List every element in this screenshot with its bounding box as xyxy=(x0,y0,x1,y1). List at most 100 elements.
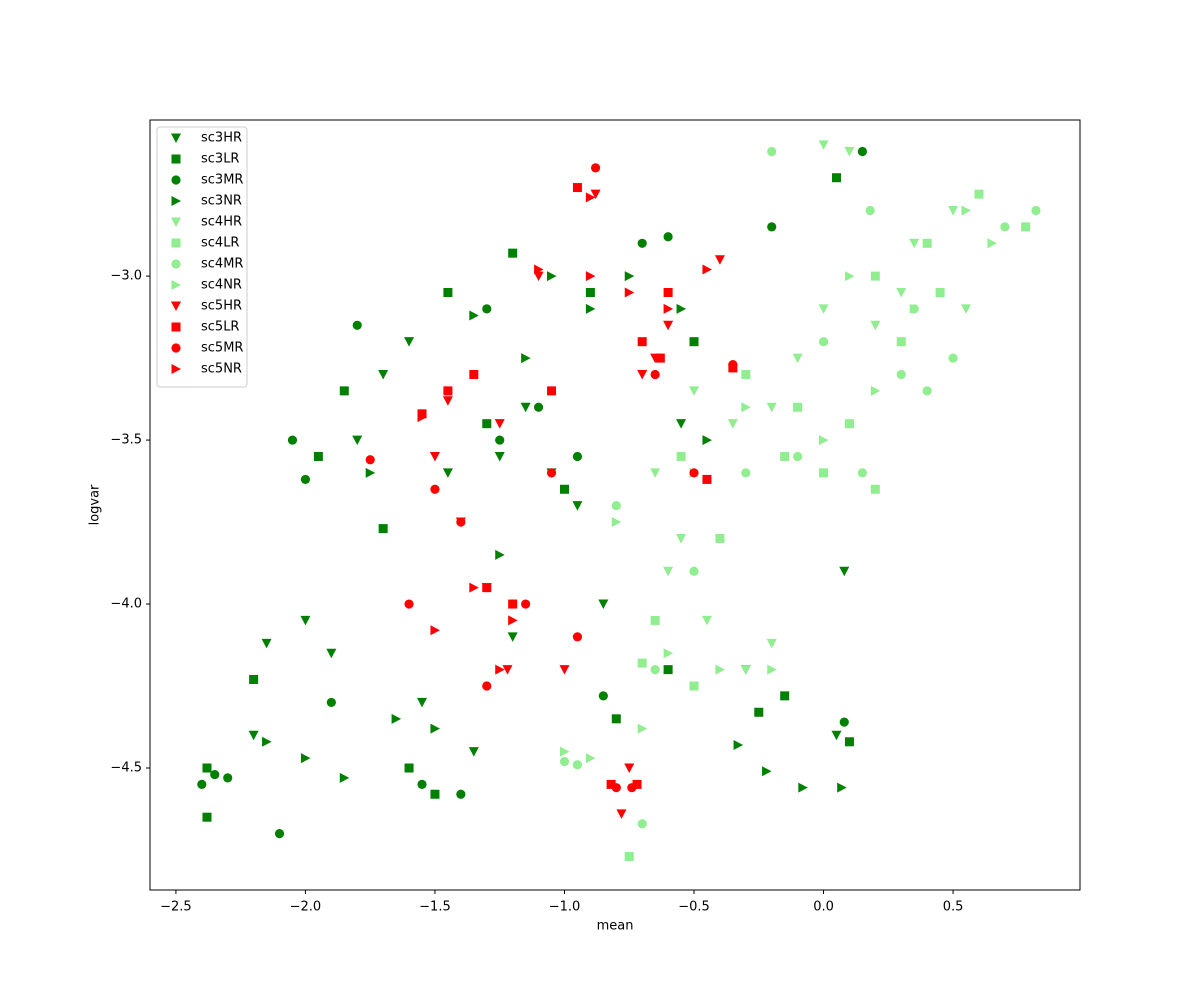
point xyxy=(650,369,660,380)
point xyxy=(404,763,414,773)
legend-label: sc4MR xyxy=(201,257,243,272)
point xyxy=(948,353,958,363)
point xyxy=(210,769,220,780)
point xyxy=(637,337,647,347)
point xyxy=(780,451,790,461)
point xyxy=(223,773,233,783)
point xyxy=(818,304,829,314)
point xyxy=(469,582,479,593)
point xyxy=(598,599,609,610)
point xyxy=(274,828,285,839)
point xyxy=(663,566,674,577)
point xyxy=(896,337,906,347)
axes-frame xyxy=(149,119,1081,891)
point xyxy=(844,271,855,282)
point xyxy=(715,533,725,543)
point xyxy=(482,681,492,691)
point xyxy=(857,146,867,157)
point xyxy=(417,779,427,790)
point xyxy=(559,756,570,767)
point xyxy=(507,632,518,642)
point xyxy=(922,386,932,396)
point xyxy=(287,435,298,445)
point xyxy=(857,468,867,478)
point xyxy=(429,451,440,462)
point xyxy=(701,615,712,626)
point xyxy=(546,468,557,478)
point xyxy=(508,615,518,626)
point xyxy=(819,435,829,446)
point xyxy=(585,287,595,297)
point xyxy=(533,402,544,412)
point xyxy=(663,303,674,314)
point xyxy=(598,691,608,701)
point xyxy=(585,192,596,203)
point xyxy=(300,753,311,764)
point xyxy=(611,501,621,511)
point xyxy=(741,402,751,413)
point xyxy=(1021,222,1031,232)
point xyxy=(469,369,479,379)
point xyxy=(417,412,428,423)
point xyxy=(676,303,687,314)
point xyxy=(197,779,207,790)
point xyxy=(430,789,440,799)
point xyxy=(702,435,712,446)
point xyxy=(741,369,751,379)
point xyxy=(650,615,660,625)
point xyxy=(585,303,596,314)
point xyxy=(339,772,350,783)
point xyxy=(495,664,505,675)
point xyxy=(262,736,272,747)
legend-marker xyxy=(171,217,181,227)
point xyxy=(495,549,505,560)
point xyxy=(495,435,505,445)
point xyxy=(430,625,440,636)
point xyxy=(733,740,744,751)
point xyxy=(300,615,311,626)
point xyxy=(870,271,880,281)
point xyxy=(611,783,621,793)
point xyxy=(508,599,518,609)
point xyxy=(974,189,984,199)
point xyxy=(1031,205,1041,216)
point xyxy=(839,717,849,727)
point xyxy=(417,697,428,708)
point xyxy=(689,681,699,691)
point xyxy=(762,766,772,777)
point xyxy=(508,248,518,258)
point xyxy=(572,183,582,193)
point xyxy=(313,451,323,461)
x-axis-label: mean xyxy=(597,919,634,934)
y-tick-label: −3.5 xyxy=(110,433,142,448)
point xyxy=(728,360,738,370)
legend-marker xyxy=(171,301,181,311)
point xyxy=(494,419,505,429)
point xyxy=(606,779,616,789)
point xyxy=(935,287,945,297)
point xyxy=(590,163,601,173)
legend-marker xyxy=(171,343,181,353)
point xyxy=(365,467,376,478)
x-tick-label: −0.5 xyxy=(678,900,710,915)
point xyxy=(559,746,570,757)
point xyxy=(714,255,725,265)
point xyxy=(767,222,777,232)
point xyxy=(404,337,415,347)
x-tick-label: −2.5 xyxy=(160,900,192,915)
legend-label: sc5LR xyxy=(201,320,239,335)
point xyxy=(689,566,699,576)
x-tick-label: −2.0 xyxy=(290,900,322,915)
point xyxy=(844,737,854,747)
y-tick-label: −4.0 xyxy=(110,597,142,612)
point xyxy=(663,320,674,331)
point xyxy=(637,723,648,734)
point xyxy=(689,386,700,396)
point xyxy=(468,747,479,757)
point xyxy=(922,238,932,248)
point xyxy=(533,271,544,282)
legend-label: sc3LR xyxy=(201,152,239,167)
point xyxy=(547,271,557,282)
